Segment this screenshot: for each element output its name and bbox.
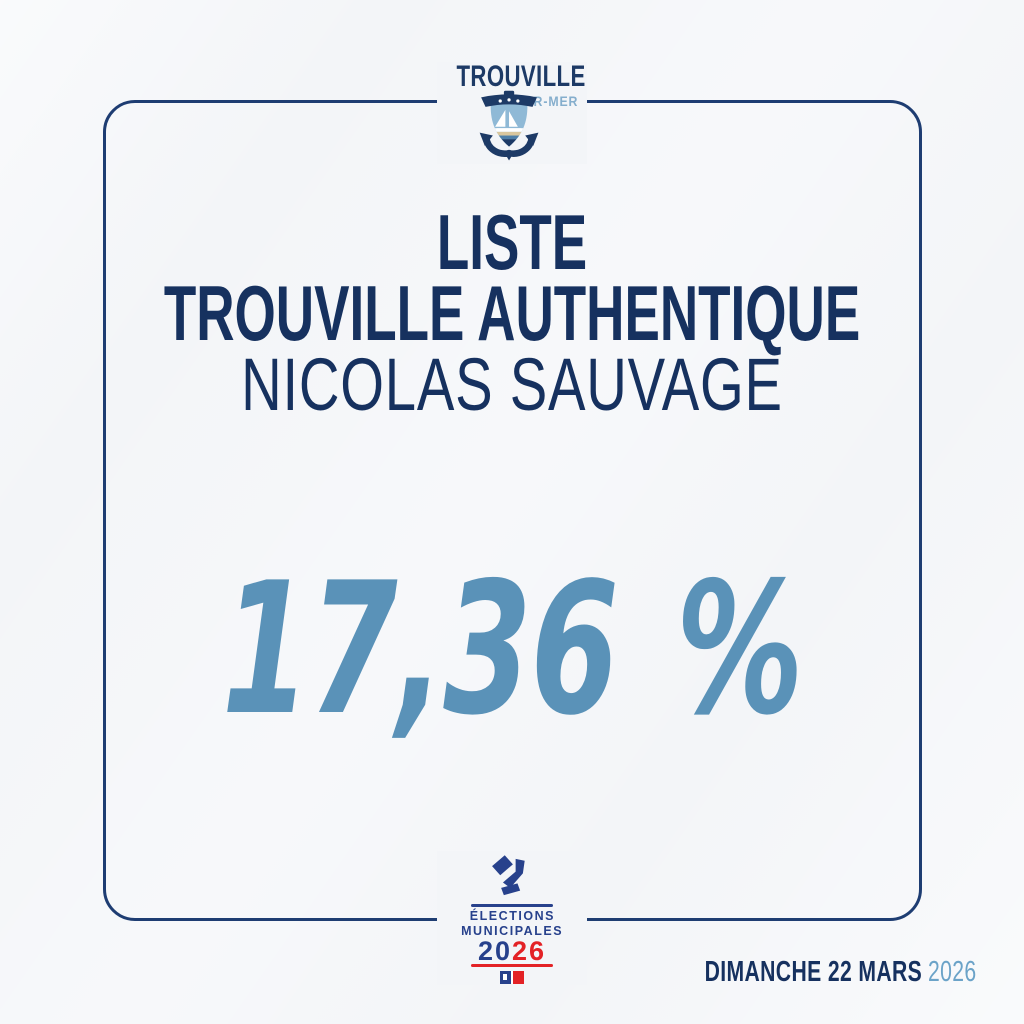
- candidate-name: NICOLAS SAUVAGE: [241, 343, 783, 426]
- logo-city-name: TROUVILLE: [456, 60, 586, 93]
- flag-marianne-mark: [503, 974, 507, 980]
- flag-red-panel: [513, 971, 524, 984]
- badge-year-blue: 20: [477, 936, 512, 966]
- city-logo: TROUVILLE SUR-MER: [437, 62, 587, 164]
- badge-elections-label: ÉLECTIONS: [469, 908, 555, 923]
- election-date-text: DIMANCHE 22 MARS: [705, 956, 923, 988]
- headline-block: LISTE TROUVILLE AUTHENTIQUE NICOLAS SAUV…: [0, 198, 1024, 426]
- election-date-year: 2026: [928, 956, 977, 988]
- badge-bottom-rule: [471, 964, 553, 967]
- badge-top-rule: [471, 904, 553, 907]
- badge-year: 2026: [477, 936, 547, 966]
- french-flag-icon: [500, 971, 524, 984]
- flag-white-panel: [511, 971, 513, 984]
- result-percentage: 17,36 %: [221, 543, 804, 755]
- list-label: LISTE: [436, 198, 588, 286]
- list-name: TROUVILLE AUTHENTIQUE: [163, 269, 861, 357]
- election-date: DIMANCHE 22 MARS 2026: [705, 956, 977, 989]
- flag-blue-panel: [500, 971, 511, 984]
- ballot-box-vote-icon: [492, 855, 525, 896]
- anchor-lighthouse-sailboat-icon: [479, 90, 539, 161]
- elections-badge: ÉLECTIONS MUNICIPALES 2026: [437, 851, 587, 985]
- badge-municipales-label: MUNICIPALES: [461, 923, 563, 938]
- badge-year-red: 26: [512, 936, 547, 966]
